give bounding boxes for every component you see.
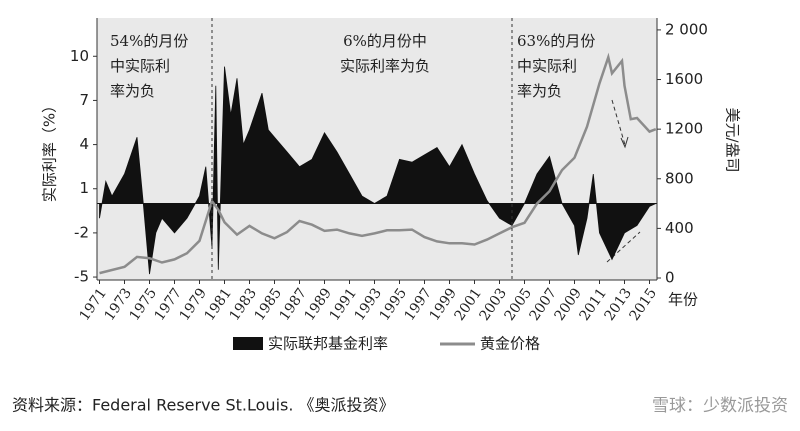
- legend-swatch: [233, 337, 263, 350]
- plot-background: [97, 18, 657, 280]
- legend-label: 黄金价格: [480, 335, 540, 353]
- gold-line: [99, 52, 657, 275]
- y2-axis-label: 美元/盎司: [724, 107, 742, 172]
- y-tick-label: 4: [79, 135, 89, 153]
- y2-tick-label: 1600: [665, 70, 703, 88]
- legend-label: 实际联邦基金利率: [268, 335, 388, 353]
- y2-tick-label: 800: [665, 169, 694, 187]
- y2-tick-label: 2 000: [665, 20, 708, 38]
- rate-area: [99, 66, 657, 275]
- annotation: 实际利率为负: [340, 57, 430, 75]
- arrow-head: [620, 136, 629, 149]
- annotation: 54%的月份: [110, 32, 188, 50]
- x-tick-label: 2015: [627, 285, 661, 323]
- y-tick-label: 10: [70, 47, 89, 65]
- annotation: 6%的月份中: [343, 32, 427, 50]
- y-tick-label: -5: [74, 268, 89, 286]
- annotation: 率为负: [110, 82, 155, 100]
- y-tick-label: 7: [79, 91, 89, 109]
- annotation: 中实际利: [110, 57, 170, 75]
- x-axis-label: 年份: [668, 291, 698, 309]
- watermark: 雪球：少数派投资: [652, 396, 788, 416]
- y2-tick-label: 0: [665, 269, 675, 287]
- y2-tick-label: 1200: [665, 120, 703, 138]
- source: 资料来源：Federal Reserve St.Louis. 《奥派投资》: [12, 396, 395, 415]
- y-tick-label: -2: [74, 223, 89, 241]
- y-axis-label: 实际利率（%）: [41, 98, 59, 202]
- y-tick-label: 1: [79, 179, 89, 197]
- y2-tick-label: 400: [665, 219, 694, 237]
- annotation: 中实际利: [517, 57, 577, 75]
- arrow: [611, 99, 626, 146]
- annotation: 63%的月份: [517, 32, 595, 50]
- annotation: 率为负: [517, 82, 562, 100]
